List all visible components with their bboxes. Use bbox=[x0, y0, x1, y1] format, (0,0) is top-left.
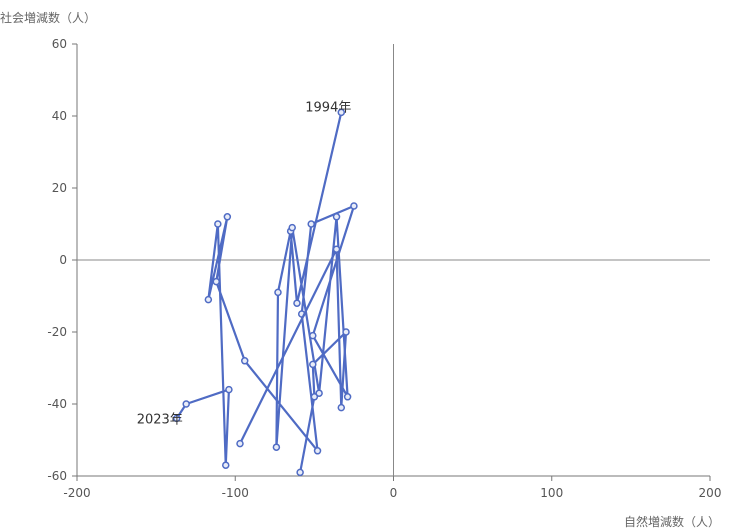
data-point bbox=[307, 220, 315, 228]
data-point bbox=[212, 277, 221, 286]
data-point bbox=[236, 439, 244, 448]
y-tick-label: 20 bbox=[52, 181, 67, 195]
data-point bbox=[342, 328, 350, 336]
series-line bbox=[175, 111, 356, 467]
data-point bbox=[309, 331, 317, 340]
x-axis-title: 自然増減数（人） bbox=[624, 514, 720, 529]
point-annotation: 2023年 bbox=[137, 412, 183, 427]
y-tick-label: 40 bbox=[52, 109, 67, 123]
y-tick-label: -20 bbox=[47, 325, 67, 339]
y-tick-label: 0 bbox=[59, 253, 67, 267]
point-annotation: 1994年 bbox=[305, 100, 351, 115]
data-point bbox=[272, 443, 281, 451]
data-point bbox=[182, 400, 190, 408]
data-point bbox=[343, 393, 352, 401]
y-axis-title: 社会増減数（人） bbox=[0, 10, 96, 25]
data-point bbox=[288, 223, 296, 232]
data-point bbox=[309, 360, 317, 369]
data-point bbox=[293, 299, 301, 307]
data-point bbox=[214, 220, 222, 228]
data-point bbox=[274, 288, 282, 297]
data-point bbox=[337, 108, 346, 117]
data-point bbox=[332, 213, 341, 221]
data-point bbox=[172, 414, 181, 423]
data-point bbox=[337, 403, 346, 412]
data-point bbox=[310, 393, 319, 401]
y-tick-label: -40 bbox=[47, 397, 67, 411]
data-point bbox=[296, 468, 304, 477]
x-tick-label: -100 bbox=[222, 486, 249, 500]
data-point bbox=[332, 245, 341, 253]
data-point bbox=[222, 461, 230, 469]
x-tick-label: 0 bbox=[390, 486, 398, 500]
y-tick-label: 60 bbox=[52, 37, 67, 51]
x-tick-label: 100 bbox=[540, 486, 563, 500]
x-tick-label: -200 bbox=[63, 486, 90, 500]
data-point bbox=[240, 357, 249, 365]
data-point bbox=[315, 389, 323, 397]
x-tick-label: 200 bbox=[699, 486, 722, 500]
data-point bbox=[313, 447, 322, 455]
y-tick-label: -60 bbox=[47, 469, 67, 483]
data-point bbox=[223, 213, 232, 221]
data-point bbox=[350, 202, 358, 210]
data-point bbox=[204, 295, 213, 304]
data-point bbox=[225, 385, 233, 394]
